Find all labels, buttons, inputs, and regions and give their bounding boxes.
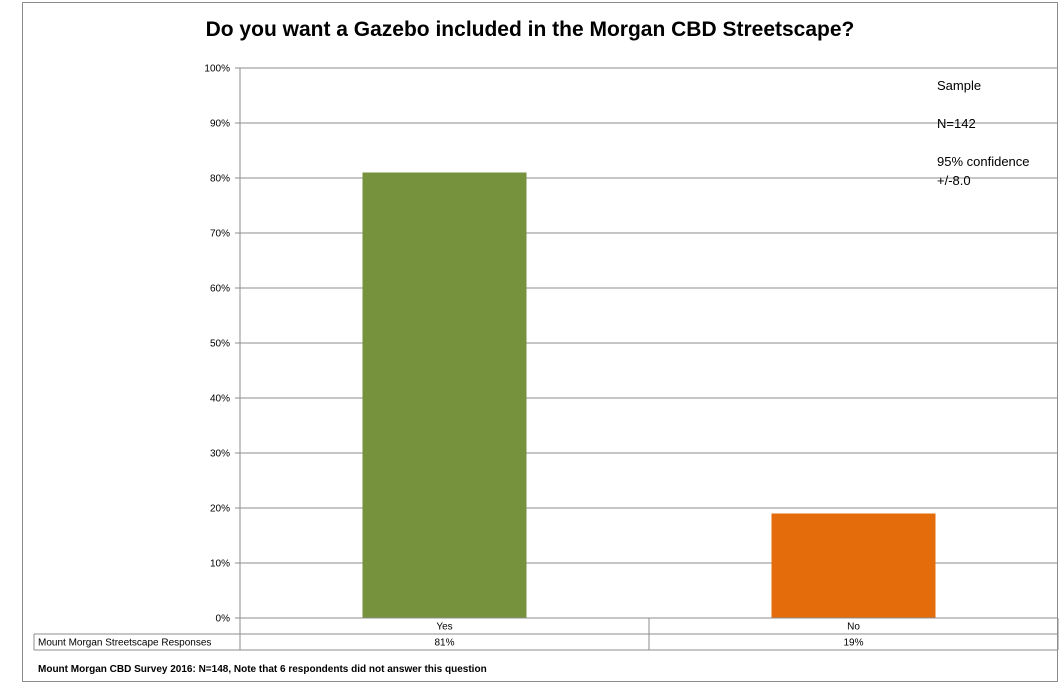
y-tick-label: 50% [210,339,230,350]
annotation-confidence: 95% confidence [937,154,1030,169]
annotation-margin: +/-8.0 [937,173,971,188]
annotation-sample: Sample [937,78,982,93]
annotation-n: N=142 [937,116,976,131]
y-tick-label: 40% [210,394,230,405]
table-series-label: Mount Morgan Streetscape Responses [38,638,211,649]
y-tick-label: 10% [210,559,230,570]
x-category-label: No [847,622,860,633]
y-tick-label: 70% [210,229,230,240]
y-tick-label: 60% [210,284,230,295]
bar-no [771,513,936,618]
y-tick-label: 30% [210,449,230,460]
y-tick-label: 0% [216,614,231,625]
sample-annotation: Sample N=142 95% confidence +/-8.0 [937,76,1030,190]
y-tick-label: 100% [204,64,230,75]
x-category-label: Yes [436,622,452,633]
y-tick-label: 90% [210,119,230,130]
y-tick-label: 80% [210,174,230,185]
chart-footnote: Mount Morgan CBD Survey 2016: N=148, Not… [38,664,487,675]
bar-yes [362,172,527,618]
table-value: 81% [434,638,454,649]
chart-title: Do you want a Gazebo included in the Mor… [205,18,855,41]
y-tick-label: 20% [210,504,230,515]
table-value: 19% [843,638,863,649]
